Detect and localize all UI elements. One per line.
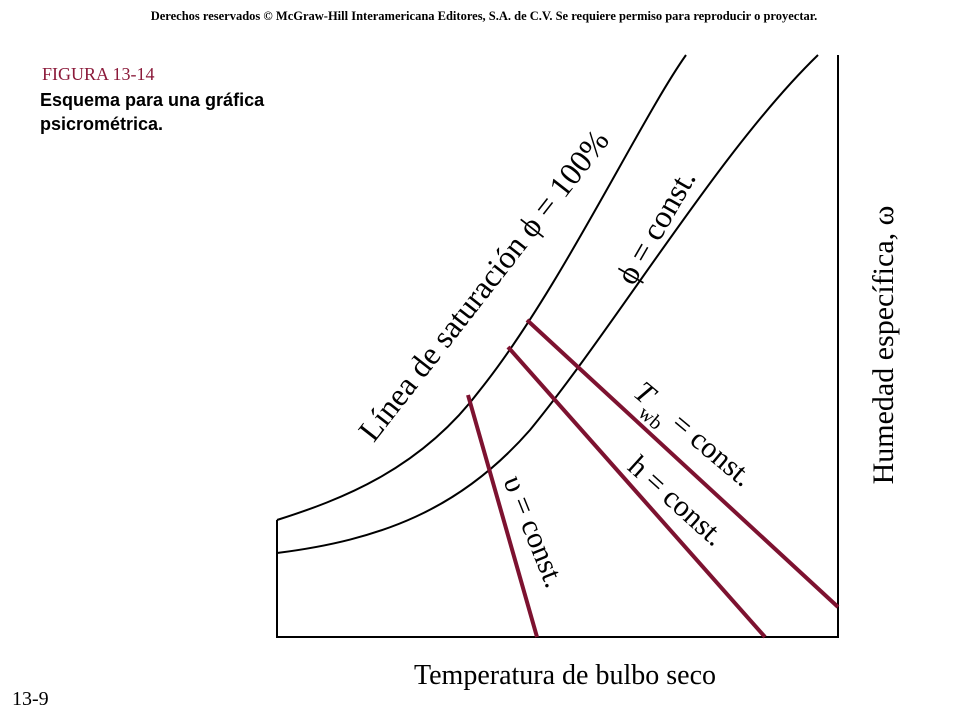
v-line <box>466 394 539 638</box>
phi-label: ϕ = const. <box>608 163 702 290</box>
page-number: 13-9 <box>12 688 49 710</box>
axes-box <box>276 55 839 638</box>
copyright: Derechos reservados © McGraw-Hill Intera… <box>151 9 818 23</box>
h-line <box>506 345 767 639</box>
figure-number: FIGURA 13-14 <box>42 64 155 84</box>
x-axis-label: Temperatura de bulbo seco <box>414 660 716 691</box>
phi-curve <box>276 54 819 554</box>
caption-box: Esquema para una gráfica psicrométrica. <box>40 90 265 134</box>
saturation-label: Línea de saturación ϕ = 100% <box>351 123 616 448</box>
frame <box>276 54 839 638</box>
y-axis-label: Humedad específica, ω <box>867 206 900 485</box>
property-lines <box>466 318 840 639</box>
caption: Esquema para una gráfica psicrométrica. <box>40 90 265 134</box>
twb-line <box>525 318 840 609</box>
saturation-curve <box>276 54 687 521</box>
